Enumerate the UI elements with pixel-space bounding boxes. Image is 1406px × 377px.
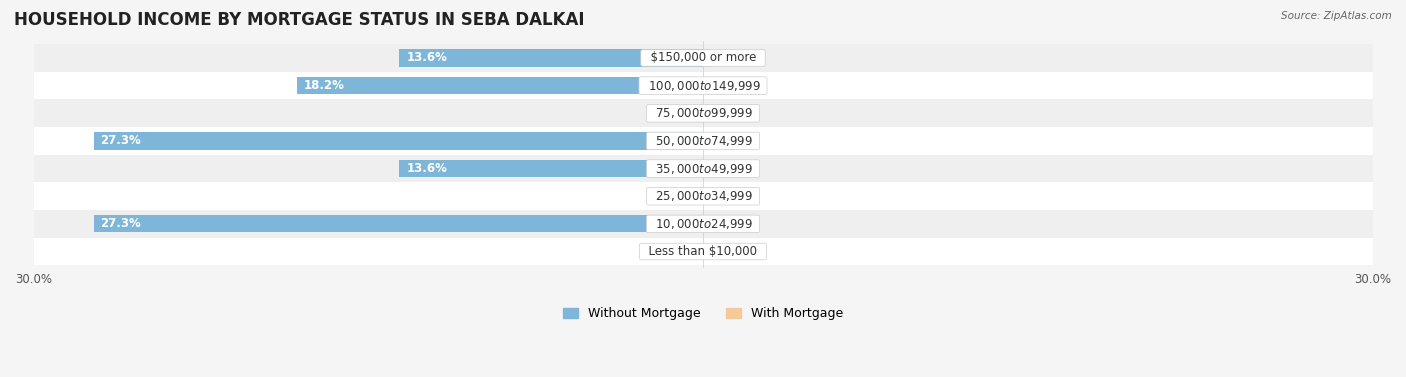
Text: $10,000 to $24,999: $10,000 to $24,999 bbox=[648, 217, 758, 231]
Text: 0.0%: 0.0% bbox=[714, 52, 744, 64]
Text: 27.3%: 27.3% bbox=[100, 218, 141, 230]
Text: 0.0%: 0.0% bbox=[662, 190, 692, 203]
Text: 0.0%: 0.0% bbox=[714, 79, 744, 92]
Text: 0.0%: 0.0% bbox=[714, 218, 744, 230]
Text: 27.3%: 27.3% bbox=[100, 135, 141, 147]
Text: $75,000 to $99,999: $75,000 to $99,999 bbox=[648, 106, 758, 120]
Text: 0.0%: 0.0% bbox=[714, 107, 744, 120]
Bar bbox=[94, 215, 703, 233]
Text: $50,000 to $74,999: $50,000 to $74,999 bbox=[648, 134, 758, 148]
Bar bbox=[703, 105, 711, 122]
Bar bbox=[34, 72, 1372, 100]
Bar bbox=[703, 215, 711, 233]
Bar bbox=[703, 77, 711, 94]
Bar bbox=[703, 132, 711, 150]
Text: 0.0%: 0.0% bbox=[714, 162, 744, 175]
Bar bbox=[703, 188, 711, 205]
Text: 0.0%: 0.0% bbox=[662, 107, 692, 120]
Text: HOUSEHOLD INCOME BY MORTGAGE STATUS IN SEBA DALKAI: HOUSEHOLD INCOME BY MORTGAGE STATUS IN S… bbox=[14, 11, 585, 29]
Bar bbox=[34, 100, 1372, 127]
Bar bbox=[94, 132, 703, 150]
Bar bbox=[703, 160, 711, 177]
Text: 13.6%: 13.6% bbox=[406, 162, 447, 175]
Text: Less than $10,000: Less than $10,000 bbox=[641, 245, 765, 258]
Bar bbox=[34, 238, 1372, 265]
Text: $25,000 to $34,999: $25,000 to $34,999 bbox=[648, 189, 758, 203]
Bar bbox=[703, 243, 711, 260]
Bar bbox=[34, 127, 1372, 155]
Text: $35,000 to $49,999: $35,000 to $49,999 bbox=[648, 162, 758, 176]
Text: 0.0%: 0.0% bbox=[662, 245, 692, 258]
Text: $100,000 to $149,999: $100,000 to $149,999 bbox=[641, 79, 765, 93]
Bar bbox=[34, 155, 1372, 182]
Text: 18.2%: 18.2% bbox=[304, 79, 344, 92]
Bar bbox=[399, 160, 703, 177]
Text: 0.0%: 0.0% bbox=[714, 135, 744, 147]
Legend: Without Mortgage, With Mortgage: Without Mortgage, With Mortgage bbox=[558, 302, 848, 325]
Bar bbox=[34, 44, 1372, 72]
Bar bbox=[34, 210, 1372, 238]
Bar bbox=[34, 182, 1372, 210]
Text: $150,000 or more: $150,000 or more bbox=[643, 52, 763, 64]
Bar bbox=[399, 49, 703, 67]
Bar bbox=[297, 77, 703, 94]
Text: Source: ZipAtlas.com: Source: ZipAtlas.com bbox=[1281, 11, 1392, 21]
Bar bbox=[695, 188, 703, 205]
Bar bbox=[695, 105, 703, 122]
Bar bbox=[695, 243, 703, 260]
Text: 13.6%: 13.6% bbox=[406, 52, 447, 64]
Bar bbox=[703, 49, 711, 67]
Text: 0.0%: 0.0% bbox=[714, 190, 744, 203]
Text: 0.0%: 0.0% bbox=[714, 245, 744, 258]
